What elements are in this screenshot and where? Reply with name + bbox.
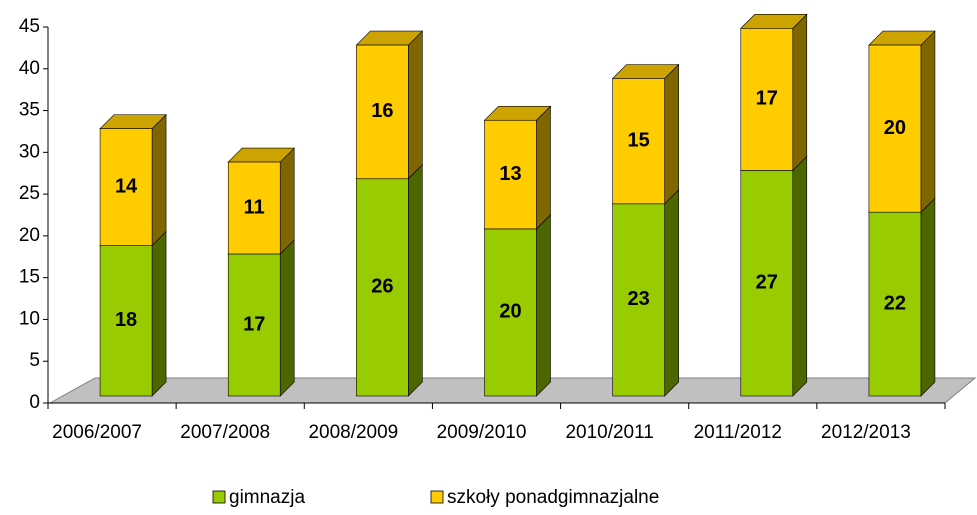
y-tick-label: 20	[19, 225, 40, 246]
y-tick-label: 25	[19, 183, 40, 204]
y-tick-label: 45	[19, 16, 40, 37]
value-label: 15	[628, 129, 650, 151]
y-tick-label: 5	[29, 350, 40, 371]
value-label: 16	[371, 100, 393, 122]
x-tick-label: 2012/2013	[821, 422, 911, 443]
bar-side	[536, 105, 551, 230]
bar-side	[664, 63, 679, 205]
bar	[868, 44, 922, 213]
x-tick-label: 2007/2008	[180, 422, 270, 443]
legend-label: gimnazja	[229, 487, 305, 508]
bar-side	[792, 13, 808, 172]
bar	[868, 211, 922, 397]
bar	[356, 178, 409, 397]
y-tick-label: 35	[19, 100, 40, 121]
value-label: 27	[756, 271, 778, 293]
value-label: 20	[499, 301, 521, 323]
x-tick-label: 2006/2007	[52, 422, 142, 443]
bar	[740, 170, 794, 397]
bar-side	[151, 230, 167, 397]
value-label: 20	[884, 117, 906, 139]
bar-side	[151, 113, 167, 247]
y-tick-label: 15	[19, 267, 40, 288]
y-tick-label: 0	[29, 392, 40, 413]
value-label: 11	[244, 196, 265, 218]
bar	[356, 44, 409, 180]
value-label: 18	[115, 309, 137, 331]
bar	[484, 119, 537, 230]
value-label: 13	[499, 163, 521, 185]
bar-side	[664, 189, 679, 397]
bar	[227, 161, 281, 255]
bar-side	[536, 214, 551, 397]
bar	[740, 28, 794, 171]
legend-label: szkoły ponadgimnazjalne	[447, 487, 659, 508]
bar-side	[408, 164, 423, 397]
bar	[99, 245, 153, 397]
y-tick-label: 10	[19, 308, 40, 329]
x-tick-label: 2010/2011	[565, 422, 653, 443]
value-label: 22	[884, 292, 906, 314]
value-label: 26	[371, 276, 393, 298]
y-tick-label: 30	[19, 141, 40, 162]
x-tick-label: 2011/2012	[694, 422, 782, 443]
bar	[612, 203, 665, 397]
value-label: 23	[628, 288, 650, 310]
bar	[227, 253, 281, 397]
value-label: 17	[756, 88, 778, 110]
bar-side	[920, 197, 936, 397]
legend-swatch	[212, 490, 226, 504]
bar-side	[279, 239, 295, 397]
legend-swatch	[430, 490, 444, 504]
bar-side	[920, 30, 936, 213]
value-label: 14	[115, 175, 138, 197]
bar	[99, 128, 153, 246]
bar	[484, 228, 537, 397]
bar-side	[408, 30, 423, 180]
bar-side	[792, 155, 808, 397]
value-label: 17	[243, 313, 265, 335]
bar	[612, 78, 665, 205]
bar-side	[279, 147, 295, 255]
x-tick-label: 2008/2009	[308, 422, 398, 443]
x-tick-label: 2009/2010	[437, 422, 527, 443]
y-tick-label: 40	[19, 58, 40, 79]
